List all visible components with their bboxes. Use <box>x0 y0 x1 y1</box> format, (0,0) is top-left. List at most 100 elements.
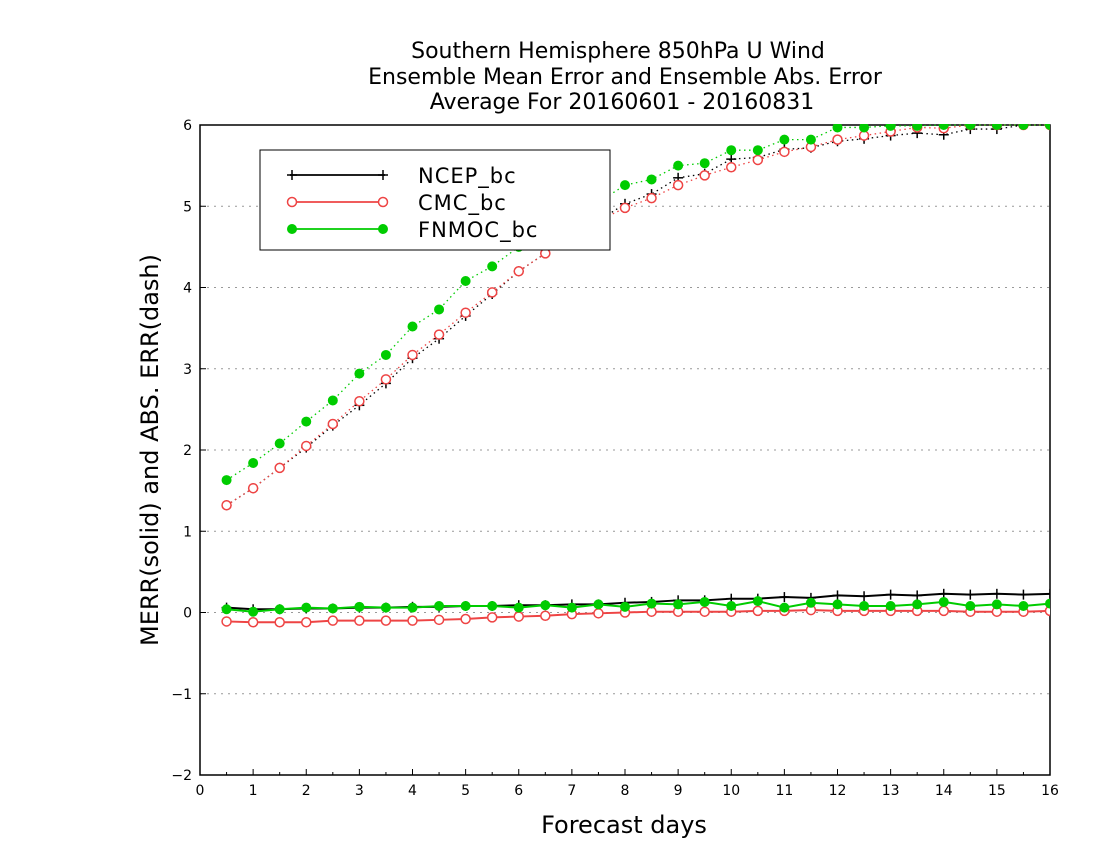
ncep-bc-merr-point <box>859 591 870 602</box>
fnmoc-bc-merr-point <box>885 601 896 611</box>
fnmoc-bc-merr-point <box>752 596 763 607</box>
legend-item-ncep-bc: NCEP_bc <box>287 164 516 189</box>
cmc-bc-abs-err-point <box>619 202 631 214</box>
fnmoc-bc-abs-err-point <box>832 124 843 133</box>
x-tick-label: 3 <box>355 783 364 799</box>
fnmoc-bc-merr-point <box>274 604 285 615</box>
fnmoc-bc-abs-err-point <box>805 134 816 145</box>
ncep-bc-merr-point <box>1018 589 1029 600</box>
x-tick-label: 12 <box>829 783 847 799</box>
x-tick-label: 14 <box>935 783 953 799</box>
fnmoc-bc-abs-err-point <box>752 145 763 156</box>
fnmoc-bc-merr-point <box>513 602 524 613</box>
fnmoc-bc-merr-point <box>221 604 232 615</box>
fnmoc-bc-merr-point <box>912 599 923 610</box>
fnmoc-bc-abs-err-point <box>407 321 418 332</box>
fnmoc-bc-merr-point <box>779 602 790 613</box>
cmc-bc-abs-err-point <box>752 154 764 166</box>
cmc-bc-merr-point <box>354 615 365 626</box>
chart-title: Southern Hemisphere 850hPa U Wind Ensemb… <box>368 39 883 115</box>
fnmoc-bc-merr-point <box>407 602 418 613</box>
fnmoc-bc-merr-point <box>566 602 577 613</box>
y-tick-label: 6 <box>183 118 192 134</box>
legend-marker <box>378 224 388 234</box>
fnmoc-bc-abs-err-point <box>779 134 790 145</box>
fnmoc-bc-merr-point <box>673 599 684 610</box>
cmc-bc-abs-err-point <box>513 266 524 277</box>
cmc-bc-abs-err-point <box>699 170 710 181</box>
ncep-bc-merr-point <box>832 590 843 601</box>
cmc-bc-merr-point <box>433 614 445 626</box>
cmc-bc-merr-point <box>486 612 498 623</box>
cmc-bc-abs-err-point <box>726 162 737 173</box>
fnmoc-bc-merr-point <box>620 601 630 612</box>
cmc-bc-abs-err-point <box>354 396 365 407</box>
fnmoc-bc-merr-point <box>938 596 949 607</box>
ncep-bc-merr-point <box>991 588 1002 599</box>
ncep-bc-merr-point <box>779 592 790 603</box>
legend-box <box>259 149 611 251</box>
cmc-bc-abs-err-point <box>380 374 392 385</box>
cmc-bc-abs-err-point <box>327 418 339 430</box>
x-axis-ticks: 0 1 2 3 4 5 6 7 8 9 10 11 12 13 14 15 16 <box>196 769 1059 799</box>
fnmoc-bc-merr-point <box>301 602 312 613</box>
cmc-bc-merr-point <box>247 617 259 628</box>
fnmoc-bc-abs-err-point <box>938 124 949 130</box>
fnmoc-bc-abs-err-point <box>699 158 710 169</box>
fnmoc-bc-merr-point <box>859 601 870 611</box>
fnmoc-bc-merr-point <box>646 598 657 609</box>
legend-item-cmc-bc: CMC_bc <box>286 191 506 216</box>
fnmoc-bc-merr-point <box>327 603 338 614</box>
fnmoc-bc-merr-point <box>460 601 471 611</box>
legend-marker <box>287 170 297 180</box>
cmc-bc-merr-point <box>301 617 312 628</box>
cmc-bc-merr-point <box>540 610 551 621</box>
fnmoc-bc-abs-err-point <box>965 124 976 130</box>
fnmoc-bc-merr-point <box>1045 598 1050 609</box>
cmc-bc-abs-err-point <box>832 134 843 145</box>
legend-marker <box>378 170 388 180</box>
title-line-2: Ensemble Mean Error and Ensemble Abs. Er… <box>368 65 883 90</box>
fnmoc-bc-abs-err-point <box>1045 124 1050 130</box>
cmc-bc-abs-err-point <box>460 307 471 318</box>
fnmoc-bc-merr-point <box>726 601 737 611</box>
fnmoc-bc-merr-point <box>434 601 445 611</box>
fnmoc-bc-abs-err-point <box>859 124 870 133</box>
x-tick-label: 1 <box>249 783 258 799</box>
fnmoc-bc-merr-point <box>540 600 551 611</box>
x-tick-label: 10 <box>722 783 740 799</box>
y-tick-label: 1 <box>183 524 192 540</box>
fnmoc-bc-abs-err-point <box>991 124 1002 130</box>
fnmoc-bc-merr-point <box>487 601 498 611</box>
cmc-bc-abs-err-point <box>274 462 285 474</box>
cmc-bc-merr-point <box>699 606 710 617</box>
x-tick-label: 13 <box>882 783 900 799</box>
cmc-bc-abs-err-point <box>646 192 657 204</box>
cmc-bc-abs-err-point <box>486 287 498 298</box>
fnmoc-bc-abs-err-point <box>726 145 737 156</box>
y-tick-label: 0 <box>183 606 192 622</box>
x-tick-label: 5 <box>461 783 470 799</box>
fnmoc-bc-abs-err-point <box>434 304 445 315</box>
fnmoc-bc-abs-err-point <box>274 438 285 449</box>
fnmoc-bc-abs-err-point <box>327 395 338 406</box>
x-tick-label: 11 <box>775 783 793 799</box>
fnmoc-bc-abs-err-point <box>301 416 312 427</box>
title-line-1: Southern Hemisphere 850hPa U Wind <box>411 39 825 64</box>
fnmoc-bc-abs-err-point <box>248 458 259 468</box>
fnmoc-bc-merr-point <box>805 597 816 608</box>
cmc-bc-abs-err-point <box>407 349 418 361</box>
fnmoc-bc-merr-point <box>965 601 976 611</box>
ncep-bc-merr-point <box>885 589 896 600</box>
cmc-bc-abs-err-point <box>433 329 445 340</box>
cmc-bc-merr-point <box>593 608 604 619</box>
legend-marker <box>377 196 389 208</box>
x-tick-label: 6 <box>514 783 523 799</box>
cmc-bc-abs-err-point <box>301 440 312 452</box>
cmc-bc-abs-err-point <box>779 146 790 158</box>
fnmoc-bc-merr-point <box>699 596 710 607</box>
x-tick-label: 7 <box>567 783 576 799</box>
title-line-3: Average For 20160601 - 20160831 <box>430 90 815 115</box>
series-fnmoc-bc <box>221 124 1050 617</box>
legend-item-fnmoc-bc: FNMOC_bc <box>287 218 537 243</box>
